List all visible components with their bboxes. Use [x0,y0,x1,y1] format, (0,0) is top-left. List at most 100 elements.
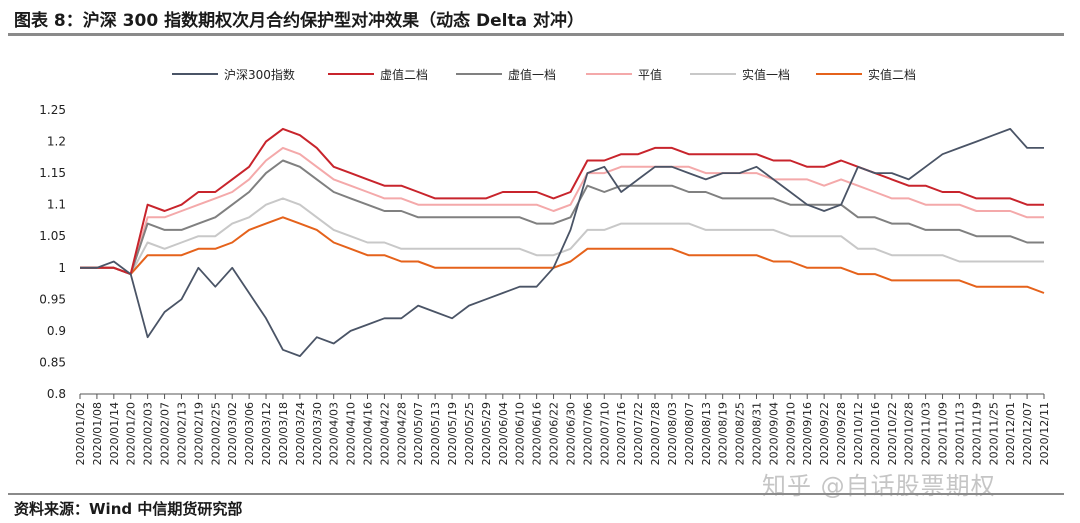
x-tick-label: 2020/09/10 [784,402,797,465]
series-line-1 [80,127,1044,358]
legend-label: 虚值一档 [508,67,557,82]
x-tick-label: 2020/04/22 [378,402,391,465]
legend-swatch [456,73,502,75]
x-tick-label: 2020/11/19 [970,402,983,465]
x-tick-label: 2020/03/24 [294,402,307,465]
x-tick-label: 2020/08/19 [717,402,730,465]
y-tick-label: 0.8 [47,387,66,401]
y-axis: 0.8 0.85 0.9 0.95 1 1.05 1.1 1.15 1.2 1.25 [39,103,66,401]
y-tick-label: 1.15 [39,166,66,180]
y-tick-label: 0.9 [47,324,66,338]
x-tick-label: 2020/07/06 [581,402,594,465]
x-tick-label: 2020/02/13 [175,402,188,465]
legend-item-4: 平值 [586,63,662,85]
x-tick-label: 2020/05/19 [446,402,459,465]
x-tick-label: 2020/07/16 [615,402,628,465]
x-tick-label: 2020/02/07 [159,402,172,465]
legend-swatch [328,73,374,75]
x-tick-label: 2020/03/06 [243,402,256,465]
x-tick-label: 2020/09/28 [835,402,848,465]
legend-label: 虚值二档 [380,67,429,82]
x-tick-label: 2020/10/16 [869,402,882,465]
legend-label: 实值一档 [742,67,791,82]
x-tick-label: 2020/02/19 [192,402,205,465]
legend-label: 实值二档 [868,67,917,82]
y-tick-label: 1.2 [47,135,66,149]
figure-source: 资料来源：Wind 中信期货研究部 [14,500,243,518]
figure-title: 图表 8：沪深 300 指数期权次月合约保护型对冲效果（动态 Delta 对冲） [14,11,584,31]
x-axis: 2020/01/02 2020/01/08 2020/01/14 2020/01/20… [74,393,1051,465]
x-tick-label: 2020/03/18 [277,402,290,465]
x-tick-label: 2020/08/07 [683,402,696,465]
x-tick-label: 2020/05/25 [463,402,476,465]
x-tick-label: 2020/05/29 [480,402,493,465]
x-tick-label: 2020/10/28 [903,402,916,465]
x-tick-label: 2020/03/02 [226,402,239,465]
y-tick-label: 1.25 [39,103,66,117]
x-tick-label: 2020/11/13 [953,402,966,465]
x-tick-label: 2020/06/22 [548,402,561,465]
legend-swatch [816,73,862,75]
y-tick-label: 1.1 [47,198,66,212]
series-line-5 [80,197,1044,276]
x-tick-label: 2020/04/16 [362,402,375,465]
legend-label: 平值 [638,67,663,82]
x-tick-label: 2020/09/16 [801,402,814,465]
series-layer [80,127,1045,358]
x-tick-label: 2020/11/09 [937,402,950,465]
series-line-6 [80,216,1045,294]
legend-swatch [690,73,736,75]
x-tick-label: 2020/03/30 [311,402,324,465]
x-tick-label: 2020/01/14 [108,402,121,465]
chart-legend: 沪深300指数 虚值二档 虚值一档 平值 实值一档 实值二档 [0,63,1080,85]
source-divider [8,493,1064,495]
x-tick-label: 2020/01/20 [125,402,138,465]
x-tick-label: 2020/11/25 [987,402,1000,465]
x-tick-label: 2020/07/22 [632,402,645,465]
y-tick-label: 0.85 [39,355,66,369]
legend-item-1: 沪深300指数 [172,63,295,85]
y-tick-label: 1 [58,261,66,275]
x-tick-label: 2020/06/16 [531,402,544,465]
y-tick-label: 1.05 [39,229,66,243]
x-tick-label: 2020/08/03 [666,402,679,465]
x-tick-label: 2020/08/13 [700,402,713,465]
x-tick-label: 2020/03/12 [260,402,273,465]
x-tick-label: 2020/09/04 [767,402,780,465]
x-tick-label: 2020/08/25 [734,402,747,465]
x-tick-label: 2020/08/31 [750,402,763,465]
x-tick-label: 2020/11/03 [920,402,933,465]
series-line-4 [80,146,1044,276]
x-tick-label: 2020/10/22 [886,402,899,465]
legend-label: 沪深300指数 [224,67,295,82]
x-tick-label: 2020/12/07 [1021,402,1034,465]
series-line-2 [80,127,1044,276]
legend-item-5: 实值一档 [690,63,790,85]
x-tick-label: 2020/04/03 [328,402,341,465]
legend-swatch [586,73,632,75]
x-tick-label: 2020/06/04 [497,402,510,465]
legend-swatch [172,73,218,75]
x-tick-label: 2020/02/25 [209,402,222,465]
x-tick-label: 2020/07/28 [649,402,662,465]
x-tick-label: 2020/12/01 [1004,402,1017,465]
watermark: 知乎 @自话股票期权 [762,472,996,500]
x-tick-label: 2020/09/22 [818,402,831,465]
x-tick-label: 2020/06/30 [564,402,577,465]
x-tick-label: 2020/10/12 [852,402,865,465]
y-tick-label: 0.95 [39,292,66,306]
x-tick-label: 2020/06/10 [514,402,527,465]
series-line-3 [80,159,1044,276]
title-divider [8,33,1064,36]
x-tick-label: 2020/01/02 [74,402,87,465]
x-tick-label: 2020/07/10 [598,402,611,465]
x-tick-label: 2020/12/11 [1038,402,1051,465]
x-tick-label: 2020/04/10 [345,402,358,465]
x-tick-label: 2020/02/03 [142,402,155,465]
x-tick-label: 2020/04/28 [395,402,408,465]
legend-item-6: 实值二档 [816,63,916,85]
x-tick-label: 2020/05/07 [412,402,425,465]
x-tick-label: 2020/01/08 [91,402,104,465]
x-tick-label: 2020/05/13 [429,402,442,465]
